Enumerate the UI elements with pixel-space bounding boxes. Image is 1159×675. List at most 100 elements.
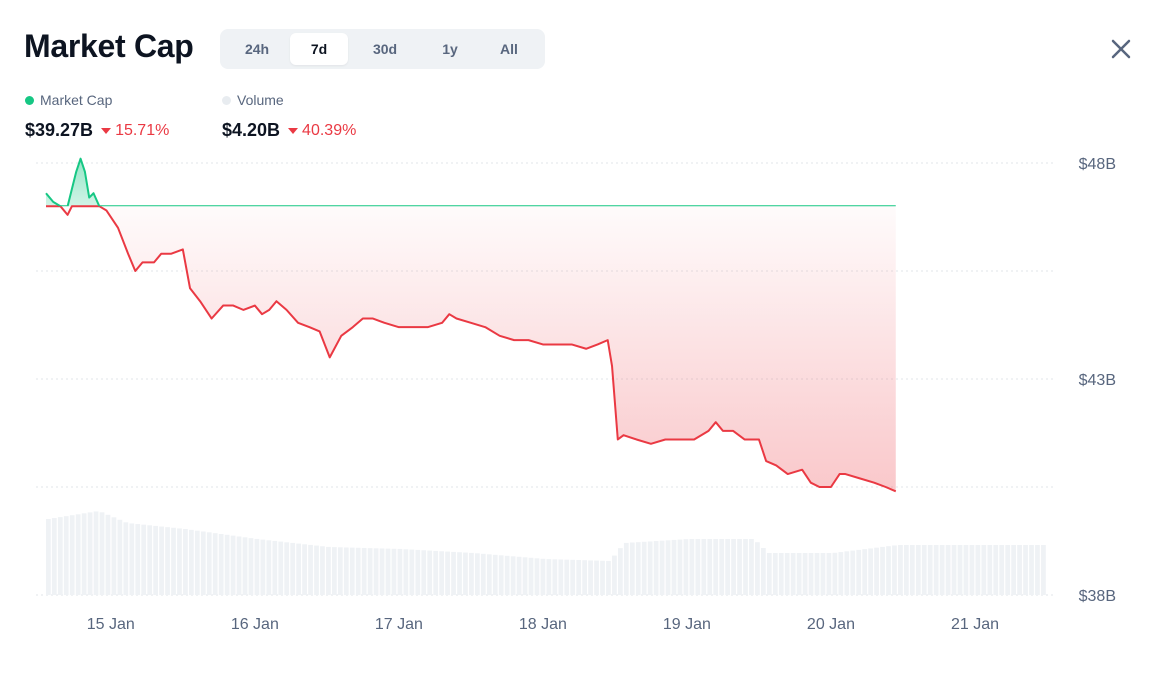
volume-bar	[522, 557, 528, 595]
volume-bar	[987, 545, 993, 595]
volume-stat: $4.20B 40.39%	[222, 120, 356, 141]
volume-bar	[504, 555, 510, 595]
volume-bar	[534, 558, 540, 595]
volume-bar	[498, 555, 504, 595]
volume-bar	[868, 548, 874, 595]
market-cap-value: $39.27B	[25, 120, 94, 140]
market-cap-area-up	[46, 158, 896, 207]
volume-bar	[766, 553, 772, 595]
volume-bar	[314, 545, 319, 595]
volume-bar	[69, 515, 75, 595]
tab-1y[interactable]: 1y	[442, 41, 458, 57]
volume-bar	[93, 511, 99, 595]
tab-all[interactable]: All	[500, 41, 518, 57]
volume-bar	[75, 514, 81, 595]
volume-bar	[707, 539, 713, 595]
volume-bar	[361, 547, 367, 595]
volume-bar	[826, 553, 832, 595]
volume-bar	[886, 546, 891, 595]
volume-bar	[880, 546, 885, 595]
volume-bar	[612, 555, 617, 595]
volume-bar	[737, 539, 742, 595]
legend-volume-label: Volume	[237, 92, 284, 108]
market-cap-change-value: 15.71%	[115, 121, 170, 139]
volume-bar	[814, 553, 820, 595]
volume-bar	[439, 551, 445, 595]
close-icon	[1111, 39, 1131, 59]
volume-bar	[552, 559, 558, 595]
volume-bar	[46, 519, 51, 595]
volume-bar	[332, 547, 337, 595]
volume-bar	[892, 545, 897, 595]
market-cap-line-down	[46, 205, 897, 493]
volume-bar	[939, 545, 945, 595]
volume-bar	[772, 553, 778, 595]
volume-bar	[326, 546, 331, 595]
x-tick-label: 16 Jan	[231, 616, 279, 633]
volume-bar	[123, 522, 129, 595]
volume-bar	[594, 560, 599, 595]
volume-bar	[957, 545, 963, 595]
volume-change: 40.39%	[288, 122, 356, 140]
legend-market-cap[interactable]: Market Cap	[25, 92, 112, 108]
volume-bar	[665, 540, 671, 595]
volume-bar	[1005, 545, 1011, 595]
volume-bar	[838, 552, 844, 595]
volume-bar	[147, 525, 153, 595]
volume-bar	[111, 517, 117, 595]
time-range-tabs: 24h 7d 30d 1y All	[220, 29, 545, 69]
volume-bar	[677, 539, 683, 595]
tab-7d[interactable]: 7d	[290, 33, 348, 65]
volume-bar	[749, 539, 754, 595]
volume-bar	[576, 560, 582, 595]
volume-bar	[1017, 545, 1022, 595]
volume-bar	[898, 545, 903, 595]
volume-bar	[469, 552, 474, 595]
volume-bar	[582, 560, 588, 595]
volume-bar	[457, 552, 462, 595]
volume-bar	[349, 547, 355, 595]
x-tick-label: 18 Jan	[519, 616, 567, 633]
volume-bar	[588, 560, 593, 595]
volume-bar	[194, 530, 200, 595]
x-tick-label: 15 Jan	[87, 616, 135, 633]
volume-bar	[993, 545, 999, 595]
market-cap-change: 15.71%	[101, 122, 169, 140]
volume-bar	[81, 513, 87, 595]
x-tick-label: 17 Jan	[375, 616, 423, 633]
x-tick-label: 21 Jan	[951, 616, 999, 633]
volume-bar	[623, 542, 629, 595]
volume-bar	[653, 541, 659, 595]
volume-bar	[451, 551, 456, 595]
tab-30d[interactable]: 30d	[372, 41, 398, 57]
close-button[interactable]	[1106, 34, 1136, 64]
volume-bar	[1011, 545, 1017, 595]
y-tick-label: $43B	[1079, 372, 1116, 389]
tab-24h[interactable]: 24h	[244, 41, 270, 57]
volume-bar	[719, 539, 725, 595]
volume-bar	[206, 532, 212, 595]
volume-bar	[725, 539, 731, 595]
volume-bar	[743, 539, 748, 595]
volume-bar	[731, 539, 736, 595]
volume-bar	[272, 540, 278, 595]
volume-bar	[629, 542, 635, 595]
volume-bar	[475, 553, 480, 595]
volume-bar	[844, 551, 850, 595]
volume-bar	[212, 533, 218, 595]
volume-bar	[427, 550, 433, 595]
volume-bar	[141, 524, 147, 595]
volume-bar	[421, 550, 427, 595]
volume-bar	[975, 545, 981, 595]
volume-bar	[379, 548, 385, 595]
volume-bar	[915, 545, 921, 595]
volume-bar	[57, 517, 63, 595]
volume-bar	[784, 553, 790, 595]
volume-bar	[63, 516, 69, 595]
volume-bar	[641, 541, 647, 595]
volume-bar	[224, 534, 230, 595]
volume-bar	[403, 549, 409, 595]
volume-bar	[856, 549, 862, 595]
legend-volume[interactable]: Volume	[222, 92, 284, 108]
